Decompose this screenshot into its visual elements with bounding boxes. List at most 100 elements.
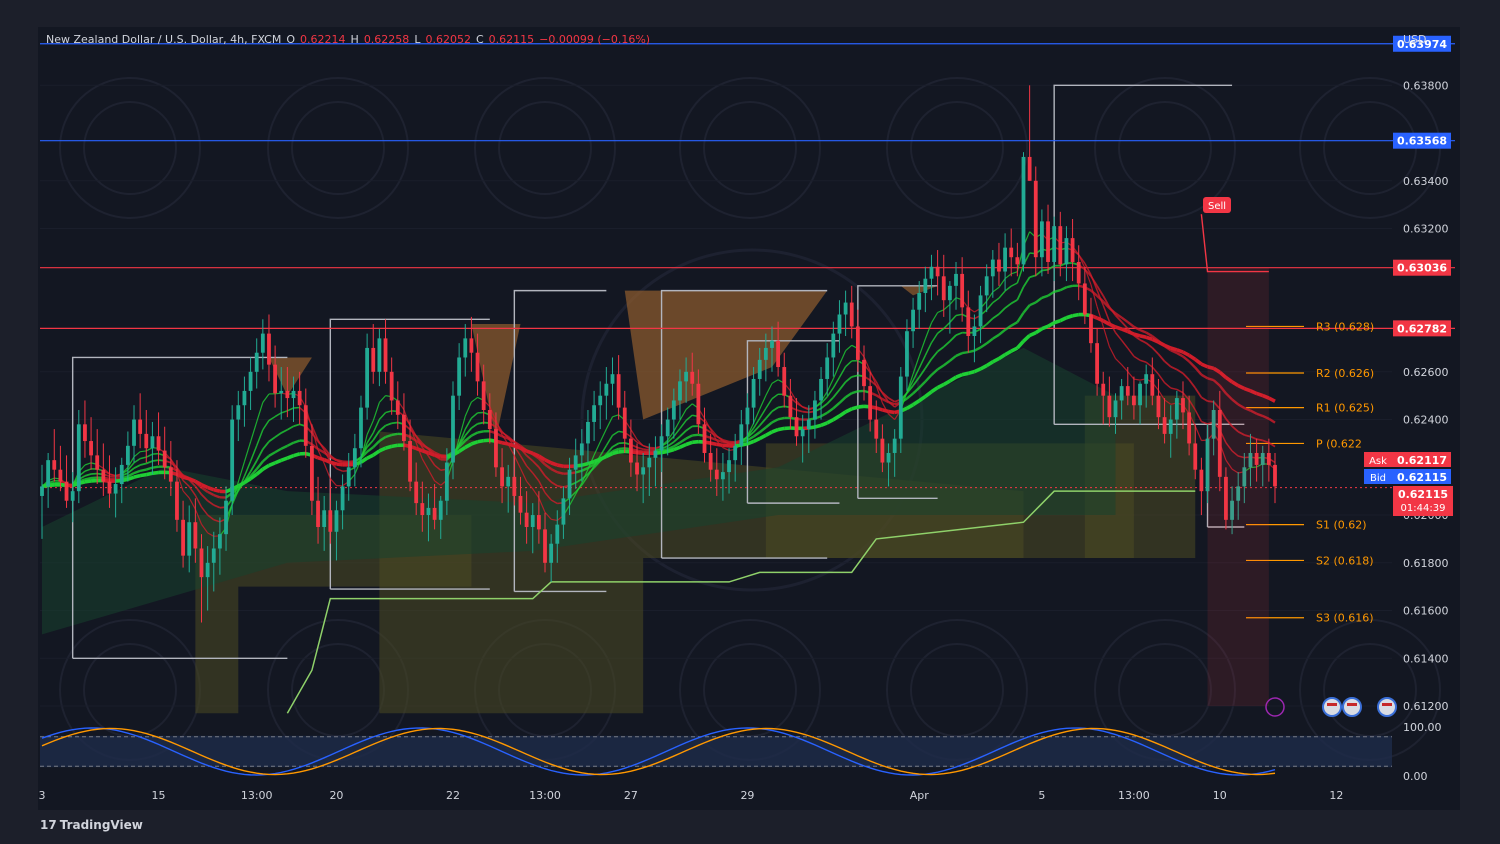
ema-55-segment — [581, 461, 589, 467]
ema-8-segment — [551, 518, 558, 522]
candle-body — [451, 395, 455, 463]
ema-34-segment — [1066, 284, 1073, 289]
ema-13-segment — [937, 327, 945, 334]
candle — [150, 421, 155, 475]
candle — [1168, 405, 1173, 458]
ema-21-segment — [710, 431, 718, 438]
ema-21-segment — [888, 397, 896, 403]
candle-body — [880, 438, 885, 463]
ema-8-segment — [256, 402, 264, 423]
pivot-label-r1: R1 (0.625) — [1316, 402, 1374, 415]
ema-34-segment — [213, 493, 221, 499]
ema-21-segment — [1188, 379, 1196, 389]
ema-21-segment — [84, 473, 92, 477]
ask-value: 0.62117 — [1397, 454, 1447, 467]
ema-21-segment — [170, 461, 178, 469]
ema-13-segment — [1151, 366, 1160, 375]
open-value: 0.62214 — [300, 33, 346, 46]
ema-34-segment — [1249, 409, 1258, 415]
ema-34-segment — [936, 364, 945, 371]
ema-8-segment — [765, 383, 773, 396]
tradingview-logo[interactable]: 17 TradingView — [40, 818, 143, 832]
candles-layer[interactable] — [40, 85, 1277, 623]
ema-21-segment — [538, 466, 546, 477]
candle — [205, 546, 210, 611]
candle — [862, 345, 866, 401]
pivot-label-s1: S1 (0.62) — [1316, 519, 1367, 532]
candle-body — [604, 383, 609, 396]
ema-34-segment — [427, 447, 436, 454]
ema-21-segment — [268, 436, 276, 443]
candle — [935, 250, 940, 296]
currency-label: USD — [1403, 33, 1427, 46]
candle — [543, 512, 547, 573]
candle — [1224, 467, 1228, 530]
candle — [855, 309, 860, 372]
candle-body — [138, 419, 143, 434]
candle — [1174, 390, 1179, 439]
ema-13-segment — [924, 342, 933, 356]
candle — [291, 376, 296, 422]
ema-55-segment — [1139, 334, 1147, 339]
lightning-icon[interactable] — [1265, 697, 1285, 717]
us-flag-icon[interactable] — [1377, 697, 1397, 717]
time-tick-label: Apr — [910, 789, 930, 802]
ema-13-segment — [194, 494, 203, 508]
ema-34-segment — [501, 435, 509, 440]
candle — [334, 500, 339, 561]
ema-55-segment — [525, 449, 534, 456]
horizontal-lines-layer[interactable] — [40, 43, 1455, 489]
ema-21-segment — [979, 323, 988, 330]
pivot-label-r2: R2 (0.626) — [1316, 367, 1374, 380]
candle-body — [1236, 486, 1241, 501]
ema-21-segment — [1256, 438, 1263, 442]
candle-body — [923, 278, 928, 294]
ema-13-segment — [912, 367, 920, 382]
ema-34-segment — [746, 435, 755, 442]
ema-34-segment — [1108, 307, 1117, 315]
ema-21-segment — [955, 331, 963, 337]
us-flag-icon[interactable] — [1342, 697, 1362, 717]
candle-body — [1224, 476, 1228, 520]
ema-55-segment — [1102, 319, 1111, 326]
ema-55-segment — [979, 364, 988, 371]
ema-34-segment — [777, 416, 785, 421]
ema-55-segment — [599, 454, 608, 461]
candle-body — [905, 331, 909, 377]
ema-55-segment — [906, 403, 914, 410]
ema-34-segment — [612, 447, 620, 453]
candle — [512, 455, 517, 506]
symbol-title[interactable]: New Zealand Dollar / U.S. Dollar, 4h, FX… — [46, 33, 282, 46]
candle-body — [573, 455, 578, 470]
oscillator-pane[interactable] — [40, 727, 1392, 776]
ema-8-segment — [685, 403, 693, 410]
ema-34-segment — [84, 476, 92, 481]
candle-body — [297, 390, 302, 406]
candle — [806, 405, 811, 453]
ema-13-segment — [832, 376, 841, 389]
candle — [119, 457, 124, 504]
ema-55-segment — [593, 457, 601, 464]
ema-8-segment — [201, 523, 209, 534]
candle-body — [481, 381, 486, 411]
time-tick-label: 22 — [446, 789, 460, 802]
ema-13-segment — [703, 421, 712, 430]
ema-8-segment — [888, 413, 896, 420]
ema-55-segment — [550, 461, 558, 467]
ema-34-segment — [955, 352, 963, 357]
us-flag-icon[interactable] — [1322, 697, 1342, 717]
candle-body — [966, 307, 971, 336]
ema-55-segment — [207, 485, 215, 492]
ema-8-segment — [434, 480, 442, 486]
ema-34-segment — [1016, 312, 1025, 323]
ema-34-segment — [1114, 312, 1123, 319]
ema-55-segment — [875, 406, 883, 412]
ema-55-segment — [176, 472, 184, 479]
ema-13-segment — [673, 428, 681, 437]
candle — [868, 371, 873, 432]
ema-34-segment — [998, 328, 1006, 336]
candle-body — [346, 467, 351, 487]
ema-34-segment — [758, 426, 767, 434]
candle-body — [831, 333, 836, 358]
